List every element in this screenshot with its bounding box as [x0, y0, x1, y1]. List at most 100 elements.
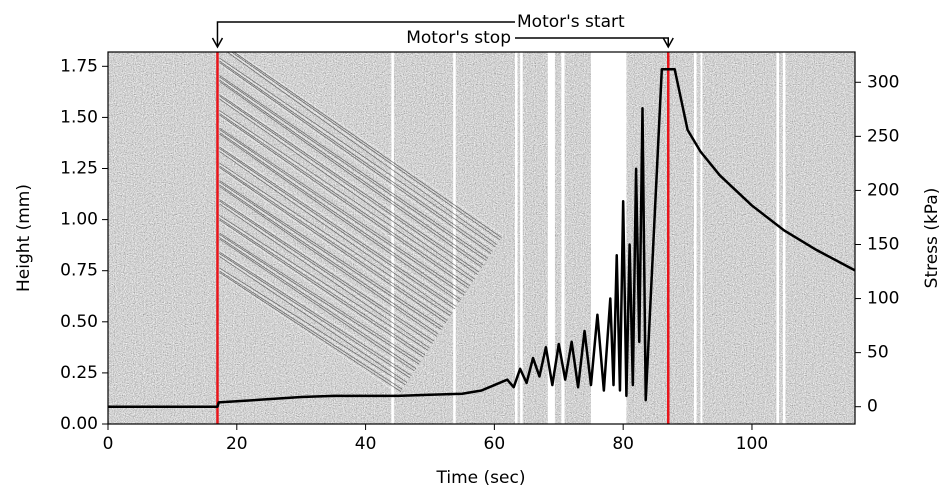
streak: [219, 97, 477, 277]
y2-tick-label: 300: [867, 72, 899, 92]
streak: [219, 232, 421, 363]
data-gap: [453, 52, 456, 424]
streak: [226, 52, 498, 245]
streak: [219, 81, 483, 268]
streak: [219, 92, 481, 271]
streak: [219, 216, 427, 353]
streak: [235, 52, 504, 236]
data-gap: [514, 52, 518, 424]
data-gap: [561, 52, 565, 424]
data-gap: [520, 52, 523, 424]
streak: [219, 94, 480, 273]
streak: [219, 183, 441, 333]
streak: [219, 250, 414, 374]
streak: [219, 168, 445, 326]
streak: [219, 219, 424, 358]
y-tick-label: 1.75: [60, 56, 98, 76]
y-tick-label: 1.00: [60, 210, 98, 230]
y2-tick-label: 150: [867, 234, 899, 254]
data-gap: [782, 52, 786, 424]
y-tick-label: 1.50: [60, 107, 98, 127]
streak: [219, 113, 471, 287]
y-tick-label: 1.25: [60, 159, 98, 179]
annotation-arrow: [216, 21, 515, 46]
streak: [219, 145, 459, 305]
streak: [219, 162, 451, 317]
x-tick-label: 40: [355, 434, 377, 454]
streak: [219, 273, 400, 395]
streak: [219, 199, 435, 342]
plot-area: [108, 52, 855, 424]
annotation-arrow: [515, 37, 669, 46]
streak: [219, 114, 469, 289]
streak: [219, 272, 402, 392]
y2-tick-label: 200: [867, 180, 899, 200]
y2-tick-label: 0: [867, 397, 878, 417]
streak: [219, 127, 466, 294]
streak: [219, 186, 438, 337]
data-gap: [700, 52, 703, 424]
streak: [219, 165, 448, 321]
streak: [219, 235, 418, 367]
streak: [219, 253, 411, 379]
streak: [219, 215, 429, 351]
x-tick-label: 80: [612, 434, 634, 454]
streak: [219, 130, 463, 298]
image-background: [108, 52, 855, 424]
y-tick-label: 0.00: [60, 414, 98, 434]
y-tick-label: 0.25: [60, 363, 98, 383]
streak: [219, 111, 472, 284]
streak: [233, 52, 502, 238]
streak: [219, 148, 456, 310]
streak: [219, 200, 433, 344]
streak: [219, 234, 420, 365]
streak: [219, 76, 487, 261]
streak: [219, 267, 406, 386]
streak: [219, 221, 423, 360]
streak: [219, 62, 492, 254]
streak: [231, 52, 501, 241]
streak: [219, 269, 405, 388]
streak: [219, 75, 489, 259]
streak: [219, 95, 478, 275]
streak: [219, 116, 468, 291]
streak: [219, 79, 484, 266]
streak: [219, 237, 417, 369]
streak: [219, 151, 453, 314]
streak: [219, 254, 409, 381]
streak: [219, 57, 496, 248]
y2-tick-label: 50: [867, 343, 889, 363]
streak: [219, 129, 465, 296]
streak: [219, 181, 442, 330]
data-gap: [547, 52, 555, 424]
x-tick-label: 20: [226, 434, 248, 454]
arrow-head: [211, 37, 224, 49]
plot-frame: [107, 51, 856, 425]
y-axis-label: Height (mm): [14, 184, 34, 292]
streak: [219, 59, 495, 250]
annotation: Motor's stop: [406, 28, 511, 48]
streak: [219, 238, 415, 372]
x-tick-label: 100: [736, 434, 768, 454]
streak: [219, 180, 444, 328]
x-axis-label: Time (sec): [436, 468, 526, 488]
streak: [219, 251, 412, 376]
streak: [219, 110, 474, 282]
stress-line: [108, 68, 855, 408]
streak: [219, 218, 426, 356]
x-tick-label: 60: [484, 434, 506, 454]
streak: [219, 132, 462, 300]
streak: [219, 270, 403, 390]
streak: [219, 202, 432, 346]
y-tick-label: 0.50: [60, 312, 98, 332]
y2-tick-label: 100: [867, 289, 899, 309]
annotation: Motor's start: [517, 12, 625, 32]
streak: [219, 197, 436, 340]
streak: [219, 203, 430, 349]
arrow-head: [662, 37, 674, 49]
streak: [219, 60, 493, 252]
data-gap: [776, 52, 780, 424]
streak: [219, 63, 490, 257]
streak: [219, 98, 475, 280]
